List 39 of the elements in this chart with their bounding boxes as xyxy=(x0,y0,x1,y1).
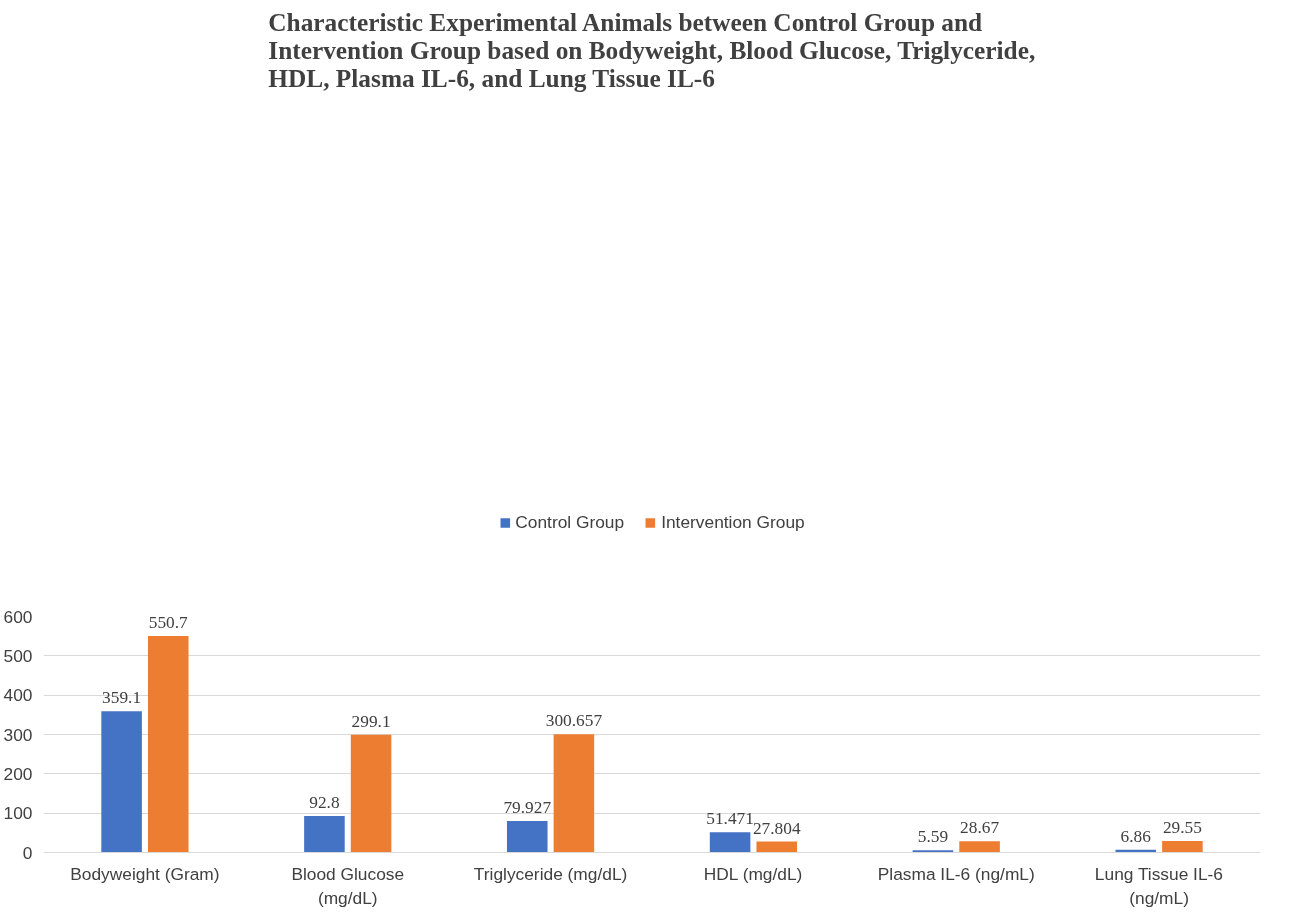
bar xyxy=(553,734,595,853)
y-tick-label: 300 xyxy=(3,724,33,745)
x-tick-label: Bodyweight (Gram) xyxy=(70,863,220,884)
bar xyxy=(147,635,189,853)
y-tick-label: 600 xyxy=(3,606,33,627)
data-label: 5.59 xyxy=(917,827,949,847)
data-label: 300.657 xyxy=(545,711,603,731)
bar xyxy=(506,821,548,853)
y-tick-label: 100 xyxy=(3,803,33,824)
x-tick-label: Triglyceride (mg/dL) xyxy=(473,863,628,884)
data-label: 359.1 xyxy=(102,688,142,708)
legend-label: Intervention Group xyxy=(661,511,805,533)
bar xyxy=(350,734,392,853)
y-tick-label: 400 xyxy=(3,685,33,706)
chart-title: Characteristic Experimental Animals between Control Group and Intervention Group based on Bodyweight, Blood Glucose, Triglyceride, HDL, Plasma IL-6, and Lung Tissue IL-6 xyxy=(268,7,1036,92)
bar xyxy=(756,841,798,853)
data-label: 79.927 xyxy=(503,798,552,818)
bar xyxy=(101,711,142,853)
data-label: 6.86 xyxy=(1120,826,1152,846)
legend-label: Control Group xyxy=(515,511,625,533)
data-label: 27.804 xyxy=(752,818,801,838)
data-label: 29.55 xyxy=(1162,817,1202,837)
bar xyxy=(304,816,345,853)
data-label: 299.1 xyxy=(351,711,391,731)
x-tick-label: Lung Tissue IL-6 (ng/mL) xyxy=(1094,863,1223,908)
bar xyxy=(709,832,751,853)
y-tick-label: 200 xyxy=(3,763,33,784)
data-label: 550.7 xyxy=(148,612,189,632)
y-tick-label: 500 xyxy=(3,645,33,666)
data-label: 92.8 xyxy=(309,793,340,812)
data-label: 51.471 xyxy=(706,809,754,829)
x-tick-label: Blood Glucose (mg/dL) xyxy=(291,863,405,908)
x-tick-label: Plasma IL-6 (ng/mL) xyxy=(877,863,1035,884)
y-tick-label: 0 xyxy=(22,842,33,863)
data-label: 28.67 xyxy=(960,818,1000,838)
x-tick-label: HDL (mg/dL) xyxy=(703,863,803,884)
bar xyxy=(912,850,954,853)
bar xyxy=(1162,840,1203,853)
bar xyxy=(959,841,1000,853)
